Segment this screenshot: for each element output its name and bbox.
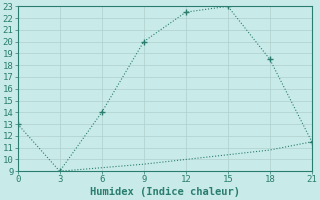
X-axis label: Humidex (Indice chaleur): Humidex (Indice chaleur) [90,187,240,197]
